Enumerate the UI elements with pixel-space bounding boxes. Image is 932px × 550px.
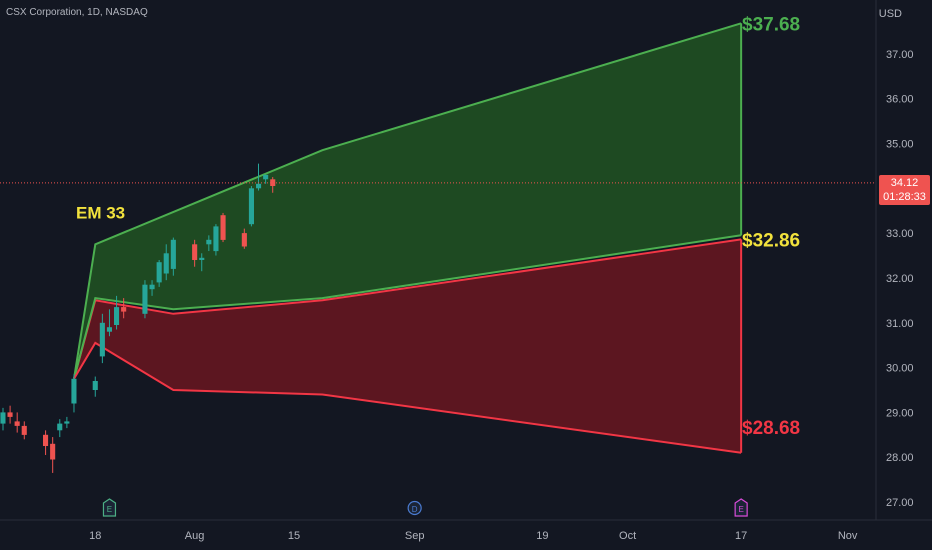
time-tick-label: Sep (405, 530, 425, 542)
price-tick-label: 31.00 (886, 318, 914, 330)
price-tick-label: 37.00 (886, 49, 914, 61)
time-tick-label: 18 (89, 530, 101, 542)
upper-target-label: $37.68 (742, 14, 800, 35)
candle-body (163, 253, 169, 274)
time-tick-label: 19 (536, 530, 548, 542)
candle-body (199, 257, 205, 260)
candle-body (92, 381, 98, 390)
time-tick-label: 17 (735, 530, 747, 542)
upside-zone (74, 23, 742, 379)
dividend-icon: D (407, 500, 422, 516)
candle-body (64, 421, 70, 424)
dividend-marker (407, 500, 422, 516)
candle-body (248, 188, 254, 225)
time-tick-label: Aug (185, 530, 205, 542)
earnings-marker (734, 498, 748, 517)
candle-body (241, 233, 247, 247)
candle-body (256, 183, 262, 189)
earnings-icon: E (102, 498, 117, 517)
candle-body (206, 239, 212, 245)
price-tick-label: 32.00 (886, 273, 914, 285)
expected-move-zones (74, 23, 742, 453)
last-price-value: 34.12 (890, 176, 919, 189)
price-tick-label: 28.00 (886, 452, 914, 464)
time-tick-label: Oct (619, 530, 636, 542)
lower-target-label: $28.68 (742, 418, 800, 439)
expected-move-lines (73, 22, 743, 454)
price-tick-label: 30.00 (886, 363, 914, 375)
event-letter: D (412, 505, 418, 514)
candlestick-series (0, 163, 276, 473)
candle-body (50, 443, 56, 460)
event-letter: E (107, 505, 112, 514)
candle-body (99, 322, 105, 357)
candle-body (14, 421, 20, 426)
time-tick-label: Nov (838, 530, 858, 542)
earnings-icon: E (734, 498, 748, 517)
candle-body (57, 423, 63, 431)
candle-body (142, 284, 148, 314)
candle-body (156, 262, 162, 283)
earnings-marker (102, 498, 117, 517)
event-letter: E (738, 505, 743, 514)
candle-body (21, 425, 27, 435)
price-tick-label: 33.00 (886, 228, 914, 240)
upper-bound-line (73, 22, 742, 379)
price-tick-label: 35.00 (886, 138, 914, 150)
lower-bound-line (73, 341, 742, 454)
candle-body (121, 307, 127, 312)
candle-body (270, 179, 276, 186)
candle-body (106, 327, 112, 332)
candle-body (7, 412, 13, 417)
price-tick-label: 27.00 (886, 497, 914, 509)
candle-body (263, 174, 269, 180)
candle-body (213, 226, 219, 252)
price-tick-label: 29.00 (886, 407, 914, 419)
time-axis[interactable]: 18 Aug 15 Sep 19 Oct 17 Nov (89, 530, 858, 542)
mid-green-line (73, 234, 742, 380)
chart-title: CSX Corporation, 1D, NASDAQ (6, 7, 148, 18)
candle-body (0, 412, 6, 424)
last-price-badge: 34.12 01:28:33 (879, 174, 930, 205)
candle-body (149, 284, 155, 290)
candle-body (192, 244, 198, 260)
mid-target-label: $32.86 (742, 230, 800, 251)
candle-body (114, 307, 120, 325)
candle-body (71, 378, 77, 404)
candle-body (170, 239, 176, 269)
countdown-value: 01:28:33 (883, 190, 926, 203)
candle-body (220, 215, 226, 240)
time-tick-label: 15 (288, 530, 300, 542)
candle-body (43, 434, 49, 446)
em-label: EM 33 (76, 203, 125, 222)
downside-zone (74, 239, 742, 453)
currency-label: USD (878, 8, 902, 20)
price-tick-label: 36.00 (886, 94, 914, 106)
